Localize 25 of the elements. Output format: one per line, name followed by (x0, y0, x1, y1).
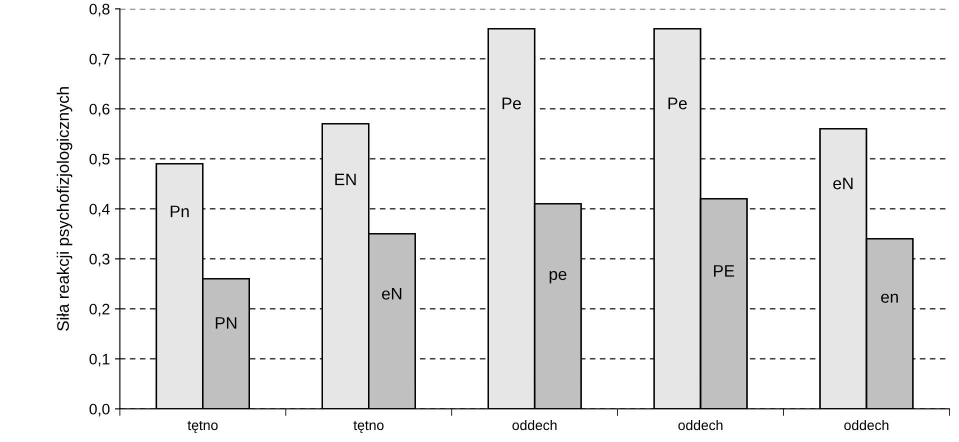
data-label: EN (335, 174, 356, 186)
data-label: pe (550, 270, 566, 284)
data-label: Pn (170, 206, 189, 218)
y-tick-label: 0,5 (90, 154, 110, 166)
data-label: eN (382, 288, 402, 300)
x-tick-label: oddech (844, 420, 888, 430)
data-label: eN (833, 178, 853, 190)
y-tick-label: 0,1 (90, 354, 110, 366)
data-label: PN (216, 317, 236, 329)
y-tick-label: 0,3 (90, 254, 110, 266)
data-label: en (881, 294, 898, 303)
x-tick-label: tętno (188, 421, 218, 433)
data-label: Pe (502, 98, 521, 110)
x-tick-label: oddech (678, 420, 722, 430)
x-tick-label: oddech (512, 420, 557, 430)
y-tick-label: 0,8 (90, 4, 110, 16)
y-tick-label: 0,0 (90, 404, 110, 416)
data-label: PE (714, 265, 734, 277)
y-tick-label: 0,7 (90, 54, 110, 66)
y-tick-label: 0,2 (90, 304, 110, 316)
data-label: Pe (668, 98, 687, 110)
y-tick-label: 0,6 (90, 104, 110, 116)
x-tick-label: tętno (354, 421, 384, 433)
y-tick-label: 0,4 (90, 204, 110, 216)
y-axis-title: Siła reakcji psychofizjologicznych (56, 87, 72, 331)
